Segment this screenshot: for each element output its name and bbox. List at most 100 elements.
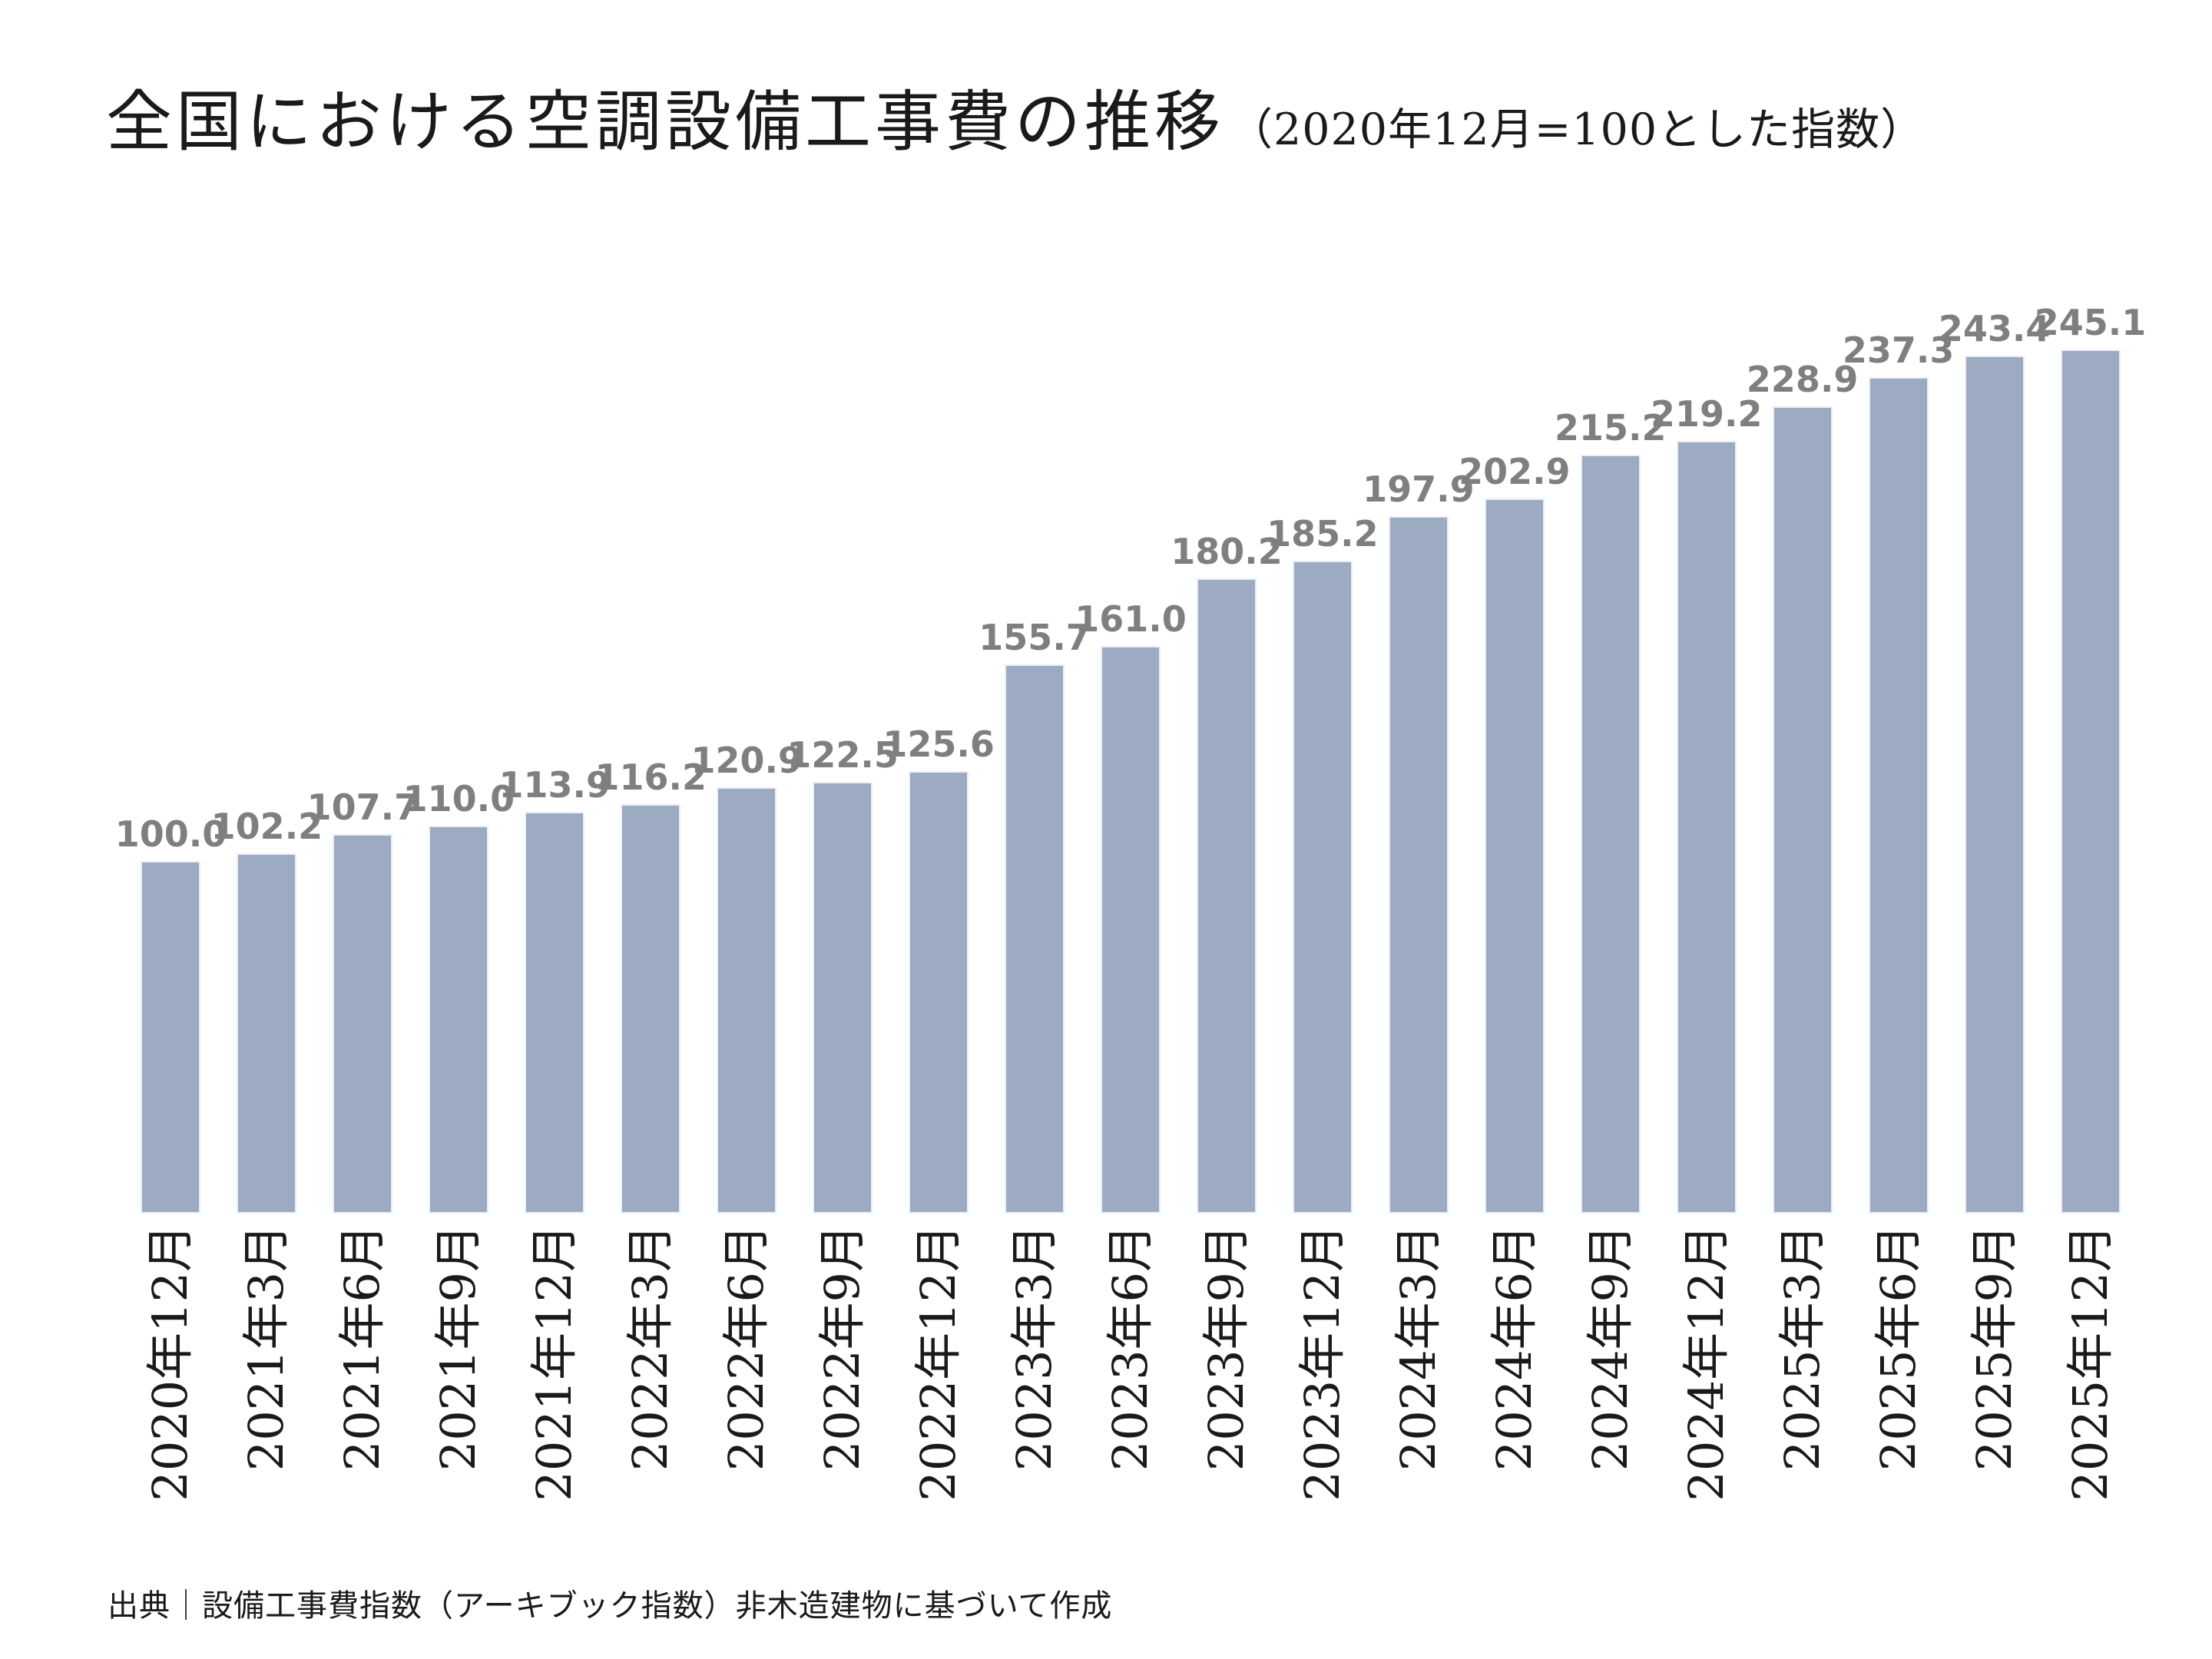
bar-column: 161.0 2023年6月 xyxy=(1075,261,1187,1575)
x-axis-cell: 2025年6月 xyxy=(1850,1214,1946,1575)
bar-zone: 116.2 xyxy=(594,261,707,1214)
bar xyxy=(1292,561,1353,1214)
x-axis-cell: 2021年9月 xyxy=(411,1214,507,1575)
bar xyxy=(1005,664,1065,1214)
x-axis-label: 2022年9月 xyxy=(814,1224,871,1472)
x-axis-cell: 2020年12月 xyxy=(123,1214,219,1575)
x-axis-label: 2025年3月 xyxy=(1773,1224,1830,1472)
bar-column: 102.2 2021年3月 xyxy=(211,261,323,1575)
bar xyxy=(2060,349,2121,1214)
bar-zone: 110.0 xyxy=(403,261,515,1214)
bar xyxy=(1964,356,2025,1214)
bar-value-label: 219.2 xyxy=(1650,393,1763,435)
bar xyxy=(621,804,681,1214)
bar xyxy=(429,826,489,1214)
bar-value-label: 161.0 xyxy=(1075,598,1187,640)
bar xyxy=(1388,516,1449,1214)
x-axis-label: 2025年6月 xyxy=(1869,1224,1926,1472)
x-axis-label: 2023年3月 xyxy=(1006,1224,1063,1472)
bar-column: 125.6 2022年12月 xyxy=(882,261,995,1575)
x-axis-label: 2021年9月 xyxy=(430,1224,487,1472)
bar-value-label: 100.0 xyxy=(114,813,227,855)
x-axis-cell: 2022年9月 xyxy=(795,1214,891,1575)
bar-zone: 237.3 xyxy=(1843,261,1954,1214)
bar-zone: 113.9 xyxy=(499,261,611,1214)
bar-value-label: 102.2 xyxy=(210,806,323,847)
bar-zone: 107.7 xyxy=(307,261,419,1214)
x-axis-label: 2022年3月 xyxy=(622,1224,679,1472)
x-axis-label: 2023年12月 xyxy=(1293,1224,1350,1502)
bar-value-label: 185.2 xyxy=(1267,513,1379,555)
x-axis-label: 2024年9月 xyxy=(1581,1224,1638,1472)
bar-value-label: 202.9 xyxy=(1459,451,1571,492)
x-axis-label: 2024年12月 xyxy=(1677,1224,1734,1502)
bar-column: 245.1 2025年12月 xyxy=(2035,261,2147,1575)
x-axis-label: 2025年12月 xyxy=(2061,1224,2118,1502)
chart-title-block: 全国における空調設備工事費の推移 （2020年12月=100とした指数） xyxy=(106,68,1925,164)
bar-value-label: 215.2 xyxy=(1555,407,1667,449)
chart-title: 全国における空調設備工事費の推移 xyxy=(106,84,1224,161)
bar-zone: 245.1 xyxy=(2035,261,2146,1214)
x-axis-cell: 2024年6月 xyxy=(1466,1214,1562,1575)
x-axis-label: 2022年12月 xyxy=(910,1224,967,1502)
x-axis-label: 2024年6月 xyxy=(1485,1224,1542,1472)
bar-value-label: 243.4 xyxy=(1938,308,2051,349)
bar-zone: 125.6 xyxy=(882,261,995,1214)
bar-value-label: 228.9 xyxy=(1746,359,1859,400)
bar-value-label: 245.1 xyxy=(2034,302,2147,343)
bar-column: 155.7 2023年3月 xyxy=(979,261,1091,1575)
bar-zone: 185.2 xyxy=(1267,261,1379,1214)
x-axis-cell: 2021年6月 xyxy=(315,1214,411,1575)
x-axis-cell: 2025年3月 xyxy=(1754,1214,1850,1575)
bar xyxy=(1868,377,1929,1214)
x-axis-cell: 2022年6月 xyxy=(699,1214,795,1575)
bar-chart: 100.0 2020年12月 102.2 2021年3月 107.7 2021年… xyxy=(115,261,2147,1575)
x-axis-label: 2021年6月 xyxy=(334,1224,391,1472)
bar xyxy=(717,787,777,1214)
x-axis-cell: 2023年12月 xyxy=(1274,1214,1370,1575)
x-axis-label: 2023年6月 xyxy=(1102,1224,1158,1472)
x-axis-cell: 2025年9月 xyxy=(1946,1214,2042,1575)
bar xyxy=(813,782,873,1214)
bar-column: 215.2 2024年9月 xyxy=(1555,261,1667,1575)
bar-value-label: 113.9 xyxy=(498,764,611,806)
x-axis-label: 2021年3月 xyxy=(238,1224,295,1472)
x-axis-cell: 2023年6月 xyxy=(1083,1214,1179,1575)
bar-zone: 100.0 xyxy=(115,261,227,1214)
bar xyxy=(1772,406,1833,1214)
x-axis-cell: 2022年12月 xyxy=(891,1214,987,1575)
bar xyxy=(237,853,297,1214)
bar xyxy=(909,771,969,1214)
bar-column: 228.9 2025年3月 xyxy=(1747,261,1859,1575)
x-axis-cell: 2022年3月 xyxy=(603,1214,699,1575)
bar-value-label: 155.7 xyxy=(979,617,1091,658)
bar-column: 107.7 2021年6月 xyxy=(307,261,419,1575)
bar-value-label: 116.2 xyxy=(594,757,707,798)
chart-subtitle: （2020年12月=100とした指数） xyxy=(1229,104,1926,155)
bar-zone: 161.0 xyxy=(1075,261,1187,1214)
x-axis-label: 2023年9月 xyxy=(1197,1224,1254,1472)
bar-value-label: 110.0 xyxy=(402,778,515,820)
bar xyxy=(1101,646,1161,1214)
bar-zone: 202.9 xyxy=(1459,261,1571,1214)
bar xyxy=(333,834,393,1214)
bar-zone: 228.9 xyxy=(1747,261,1858,1214)
x-axis-label: 2021年12月 xyxy=(526,1224,583,1502)
bar-column: 122.5 2022年9月 xyxy=(786,261,899,1575)
bar xyxy=(1484,498,1545,1214)
x-axis-cell: 2023年9月 xyxy=(1178,1214,1274,1575)
bar-column: 197.9 2024年3月 xyxy=(1363,261,1475,1575)
x-axis-cell: 2021年3月 xyxy=(219,1214,315,1575)
bar-column: 202.9 2024年6月 xyxy=(1459,261,1571,1575)
bar-column: 116.2 2022年3月 xyxy=(594,261,707,1575)
bar-column: 180.2 2023年9月 xyxy=(1171,261,1283,1575)
source-note: 出典｜設備工事費指数（アーキブック指数）非木造建物に基づいて作成 xyxy=(108,1588,1113,1624)
bar-column: 120.9 2022年6月 xyxy=(690,261,803,1575)
bar-column: 237.3 2025年6月 xyxy=(1843,261,1955,1575)
x-axis-label: 2024年3月 xyxy=(1389,1224,1446,1472)
x-axis-label: 2020年12月 xyxy=(142,1224,199,1502)
bar xyxy=(525,812,585,1214)
x-axis-cell: 2025年12月 xyxy=(2042,1214,2138,1575)
x-axis-cell: 2023年3月 xyxy=(987,1214,1083,1575)
bar-zone: 180.2 xyxy=(1171,261,1283,1214)
